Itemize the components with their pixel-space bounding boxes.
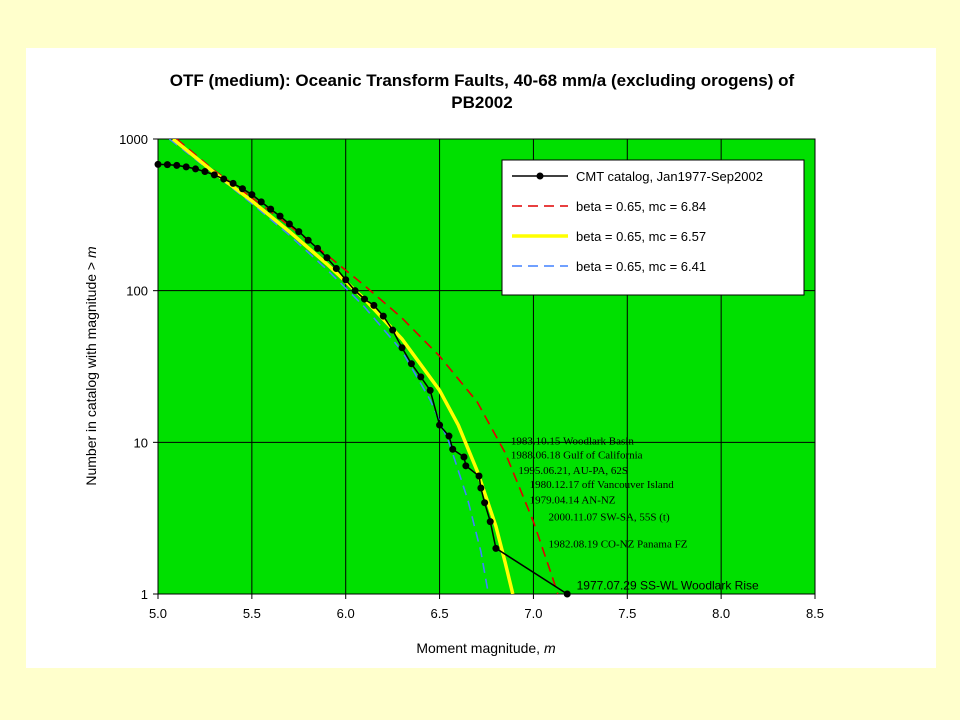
event-annotation: 1982.08.19 CO-NZ Panama FZ: [548, 539, 687, 551]
catalog-point: [257, 198, 265, 206]
catalog-point: [379, 312, 387, 320]
catalog-point: [460, 453, 468, 461]
x-tick-label: 8.0: [712, 606, 730, 621]
x-tick-label: 5.0: [149, 606, 167, 621]
event-annotation: 1977.07.29 SS-WL Woodlark Rise: [577, 579, 759, 593]
legend-label: beta = 0.65, mc = 6.41: [576, 259, 706, 274]
catalog-point: [267, 205, 275, 213]
legend-box: [501, 159, 805, 296]
catalog-point: [398, 344, 406, 352]
catalog-point: [304, 236, 312, 244]
event-annotation: 1979.04.14 AN-NZ: [530, 495, 616, 507]
legend-label: beta = 0.65, mc = 6.84: [576, 199, 706, 214]
catalog-point: [351, 287, 359, 295]
catalog-point: [462, 462, 470, 470]
series-line-2: [176, 139, 559, 594]
catalog-point: [389, 326, 397, 334]
catalog-point: [342, 276, 350, 284]
catalog-point: [276, 212, 284, 220]
catalog-point: [417, 373, 425, 381]
catalog-point: [154, 160, 162, 168]
catalog-point: [477, 484, 485, 492]
legend-marker: [536, 172, 544, 180]
catalog-point: [407, 360, 415, 368]
catalog-point: [238, 185, 246, 193]
catalog-point: [173, 161, 181, 169]
legend: CMT catalog, Jan1977-Sep2002 beta = 0.65,…: [501, 159, 805, 296]
catalog-point: [285, 220, 293, 228]
catalog-point: [314, 244, 322, 252]
catalog-point: [248, 191, 256, 199]
event-annotation: 2000.11.07 SW-SA, 55S (t): [548, 512, 670, 524]
legend-label: CMT catalog, Jan1977-Sep2002: [576, 169, 763, 184]
catalog-point: [492, 544, 500, 552]
y-axis-label: Number in catalog with magnitude > m: [83, 246, 99, 486]
catalog-point: [295, 228, 303, 236]
x-tick-label: 6.0: [337, 606, 355, 621]
catalog-point: [436, 421, 444, 429]
x-tick-label: 5.5: [243, 606, 261, 621]
event-annotation: 1980.12.17 off Vancouver Island: [530, 479, 675, 491]
y-tick-label: 100: [126, 284, 148, 299]
x-axis-label: Moment magnitude, m: [416, 640, 556, 656]
catalog-point: [486, 518, 494, 526]
x-tick-label: 6.5: [431, 606, 449, 621]
catalog-point: [563, 590, 571, 598]
series-line-4: [168, 139, 490, 594]
event-annotation: 1988.06.18 Gulf of California: [511, 450, 643, 462]
catalog-point: [332, 265, 340, 273]
catalog-point: [360, 295, 368, 303]
catalog-point: [229, 179, 237, 187]
x-tick-label: 8.5: [806, 606, 824, 621]
y-tick-label: 1: [141, 587, 148, 602]
catalog-point: [210, 171, 218, 179]
catalog-point: [445, 432, 453, 440]
catalog-point: [163, 161, 171, 169]
y-tick-label: 1000: [119, 132, 148, 147]
catalog-point: [192, 165, 200, 173]
catalog-point: [481, 499, 489, 507]
catalog-point: [323, 254, 331, 262]
chart: OTF (medium): Oceanic Transform Faults, …: [83, 71, 824, 656]
chart-title-line-1: OTF (medium): Oceanic Transform Faults, …: [170, 71, 795, 90]
gridlines: [157, 138, 816, 595]
series-line-3: [171, 139, 515, 594]
catalog-point: [182, 163, 190, 171]
chart-title-line-2: PB2002: [451, 93, 512, 112]
x-tick-label: 7.5: [618, 606, 636, 621]
event-annotation: 1983.10.15 Woodlark Basin: [511, 435, 634, 447]
catalog-point: [220, 175, 228, 183]
catalog-point: [426, 386, 434, 394]
catalog-point: [475, 472, 483, 480]
event-annotation: 1995.06.21, AU-PA, 62S: [518, 465, 628, 477]
x-tick-label: 7.0: [524, 606, 542, 621]
series-layer: [154, 139, 571, 598]
slide-panel: OTF (medium): Oceanic Transform Faults, …: [26, 48, 936, 668]
catalog-point: [370, 301, 378, 309]
annotations: 1983.10.15 Woodlark Basin 1988.06.18 Gulf…: [511, 435, 759, 592]
legend-label: beta = 0.65, mc = 6.57: [576, 229, 706, 244]
ticks-layer: 5.0 5.5 6.0 6.5 7.0 7.5 8.0 8.5 1 10 100 1000: [119, 132, 824, 621]
catalog-point: [449, 445, 457, 453]
catalog-point: [201, 168, 209, 176]
y-tick-label: 10: [134, 435, 148, 450]
